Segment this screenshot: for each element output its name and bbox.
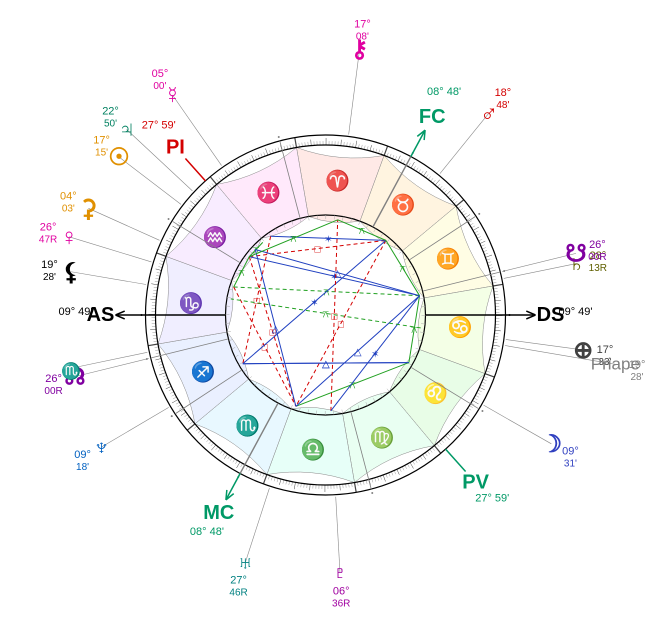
deg-sun: 17° [93, 135, 110, 147]
min-n-node: 00R [44, 386, 62, 397]
min-neptune: 18' [76, 462, 89, 473]
zodiac-glyph-capricorn: ♑ [179, 291, 204, 315]
zodiac-glyph-taurus: ♉ [391, 193, 416, 217]
aspect-glyph: ⚻ [358, 226, 365, 237]
aspect-glyph: □ [315, 245, 321, 256]
min-priape: 28' [631, 372, 644, 383]
planet-ceres: ⚳ [80, 195, 98, 222]
min-saturn: 13R [589, 263, 607, 274]
min-mercury: 00' [153, 81, 166, 92]
deg-n-node: 26° [45, 373, 62, 385]
deg-chiron: 17° [354, 18, 371, 30]
axis-FC: FC [419, 106, 446, 128]
axis-deg-PI: 27° 59' [142, 120, 176, 132]
planet-sun: ☉ [108, 144, 130, 171]
axis-deg-PV: 27° 59' [475, 492, 509, 504]
axis-deg-AS: 09° 49' [58, 306, 92, 318]
min-ceres: 03' [62, 203, 75, 214]
natal-chart: ♈♉♊♋♌♍♎♏♐♑♒♓□□✶⚻⚻⚻△⚻□✶⚻□□⚻△△△△✶□✶⚻⚻⚻☉17°… [0, 0, 651, 630]
zodiac-glyph-pisces: ♓ [256, 180, 281, 204]
chart-svg: ♈♉♊♋♌♍♎♏♐♑♒♓□□✶⚻⚻⚻△⚻□✶⚻□□⚻△△△△✶□✶⚻⚻⚻☉17°… [0, 0, 651, 630]
planet-jupiter: ♃ [118, 116, 136, 143]
leader-ceres [88, 208, 159, 240]
deg-lilith: 19° [41, 259, 58, 271]
zodiac-glyph-aquarius: ♒ [203, 225, 228, 249]
leader-n-node [75, 358, 149, 376]
deg-s-node: 26° [589, 239, 606, 251]
axis-deg-FC: 08° 48' [427, 86, 461, 98]
zodiac-glyph-sagittarius: ♐ [191, 360, 216, 384]
planet-venus: ♀ [60, 224, 78, 251]
planet-s-node: ☋ [565, 240, 586, 267]
aspect-glyph: □ [338, 319, 344, 330]
zodiac-glyph-virgo: ♍ [370, 426, 395, 450]
min-s-node: 00R [588, 252, 606, 263]
planet-pluto: ♇ [331, 560, 349, 587]
axis-line-PI [185, 159, 205, 181]
zodiac-glyph-aries: ♈ [325, 169, 350, 193]
aspect-glyph: ⚻ [322, 309, 329, 320]
axis-line-MC [226, 473, 240, 499]
aspect-glyph: ⚻ [399, 264, 406, 275]
zodiac-glyph-scorpio: ♏ [235, 413, 260, 437]
axis-deg-DS: 09° 49' [558, 306, 592, 318]
deg-uranus: 27° [230, 574, 247, 586]
aspect-glyph: □ [254, 296, 260, 307]
deg-ceres: 04° [60, 190, 77, 202]
aspect-glyph: ✶ [324, 234, 332, 245]
zodiac-glyph-gemini: ♊ [436, 246, 461, 270]
axis-PI: PI [166, 136, 185, 158]
zodiac-glyph-libra: ♎ [301, 437, 326, 461]
min-jupiter: 50' [104, 118, 117, 129]
deg-jupiter: 22° [102, 105, 119, 117]
planet-moon: ☽ [541, 431, 563, 458]
planet-lilith: ⚸ [62, 259, 80, 286]
min-uranus: 46R [229, 587, 247, 598]
deg-mars: 18° [495, 87, 512, 99]
leader-asc-scorpio [71, 352, 147, 368]
min-pluto: 36R [332, 599, 350, 610]
deg-mercury: 05° [152, 68, 169, 80]
aspect-glyph: ✶ [371, 349, 379, 360]
deg-moon: 09° [562, 446, 579, 458]
zodiac-glyph-leo: ♌ [423, 381, 448, 405]
min-chiron: 08' [356, 31, 369, 42]
axis-MC: MC [203, 502, 234, 524]
aspect-glyph: △ [334, 269, 342, 280]
min-mars: 48' [496, 100, 509, 111]
leader-fortune [506, 339, 583, 349]
aspect-glyph: ✶ [310, 298, 318, 309]
aspect-glyph: ⚻ [290, 234, 297, 245]
zodiac-glyph-cancer: ♋ [447, 315, 472, 339]
aspect-glyph: ⚻ [238, 268, 245, 279]
deg-priape: 19° [629, 359, 646, 371]
min-venus: 47R [39, 234, 57, 245]
deg-venus: 26° [40, 221, 57, 233]
min-sun: 15' [95, 148, 108, 159]
aspect-glyph: □ [331, 311, 337, 322]
leader-lilith [71, 272, 146, 285]
axis-PV: PV [462, 472, 489, 494]
deg-pluto: 06° [333, 586, 350, 598]
axis-line-FC [411, 130, 425, 156]
leader-neptune [102, 407, 169, 447]
min-lilith: 28' [43, 272, 56, 283]
axis-deg-MC: 08° 48' [190, 526, 224, 538]
deg-neptune: 09° [74, 449, 91, 461]
planet-asc-scorpio: ♏ [61, 361, 81, 380]
aspect-glyph: △ [354, 347, 362, 358]
planet-mars: ♂ [480, 100, 498, 127]
min-moon: 31' [564, 459, 577, 470]
aspect-glyph: △ [322, 359, 330, 370]
leader-venus [69, 237, 151, 262]
axis-line-PV [446, 449, 466, 471]
planet-uranus: ♅ [236, 549, 254, 576]
planet-neptune: ♆ [93, 434, 111, 461]
